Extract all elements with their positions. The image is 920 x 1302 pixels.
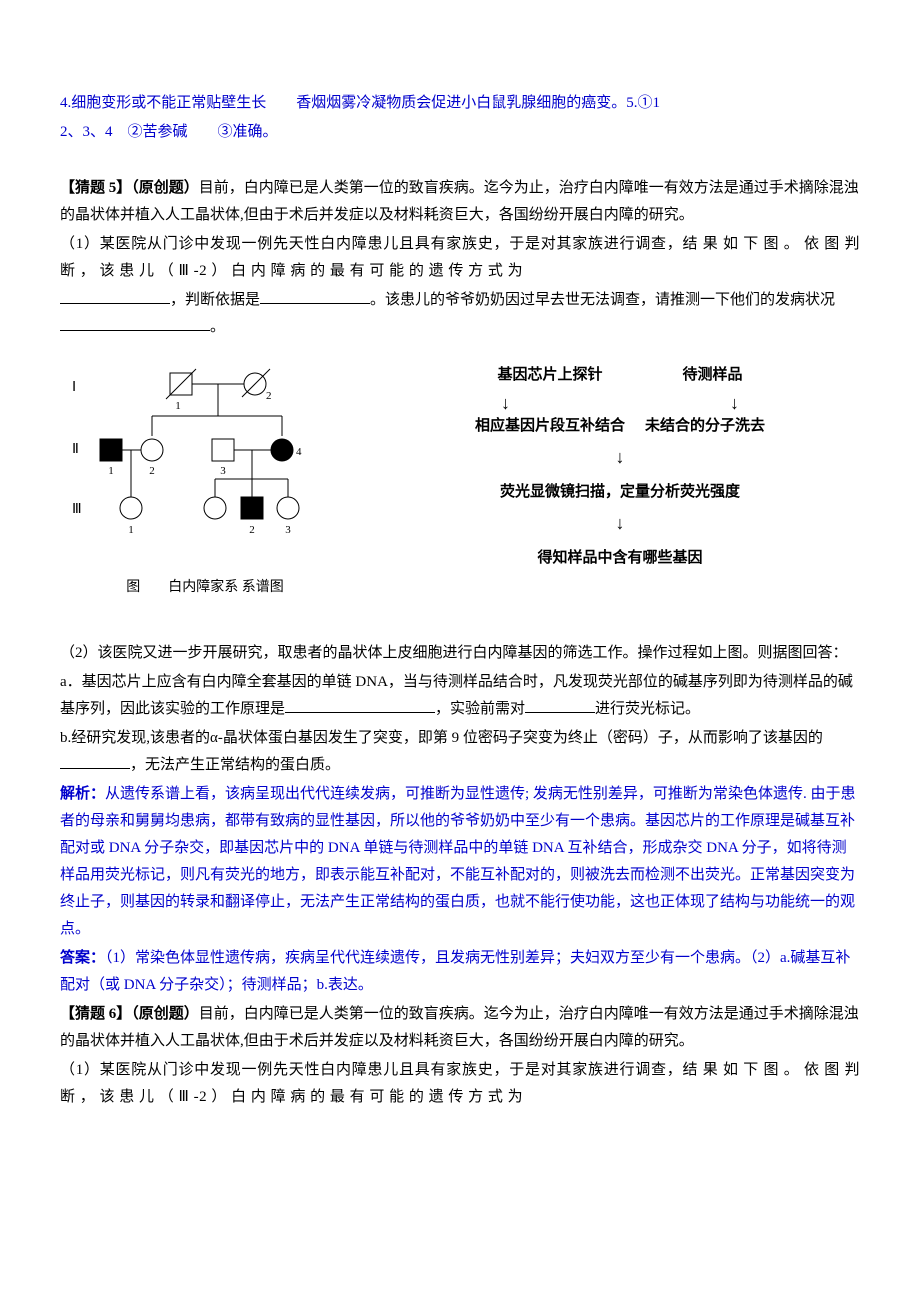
blank-expression <box>60 753 130 769</box>
ii4-num: 4 <box>296 446 302 458</box>
q6-part1: （1）某医院从门诊中发现一例先天性白内障患儿且具有家族史，于是对其家族进行调查，… <box>60 1057 860 1111</box>
q5-p1b: ，判断依据是 <box>170 292 260 308</box>
fc-node-4: 未结合的分子洗去 <box>645 412 765 439</box>
figure-row: Ⅰ 1 2 Ⅱ 1 2 3 <box>60 361 860 600</box>
iii-extra-circle <box>204 497 226 519</box>
q5-part1-blanks: ，判断依据是 。该患儿的爷爷奶奶因过早去世无法调查，请推测一下他们的发病状况。 <box>60 287 860 341</box>
gen1-label: Ⅰ <box>72 380 76 395</box>
q5-p2a-2: ，实验前需对 <box>435 701 525 717</box>
q5-p1d: 。 <box>210 319 225 335</box>
answer-text: （1）常染色体显性遗传病，疾病呈代代连续遗传，且发病无性别差异；夫妇双方至少有一… <box>60 950 850 993</box>
blank-grandparents <box>60 315 210 331</box>
q5-title: 【猜题 5】（原创题） <box>60 180 199 196</box>
q6-intro: 【猜题 6】（原创题）目前，白内障已是人类第一位的致盲疾病。迄今为止，治疗白内障… <box>60 1001 860 1055</box>
ii2-circle <box>141 439 163 461</box>
fc-node-1: 基因芯片上探针 <box>497 361 602 388</box>
down-arrow-icon: ↓ <box>501 394 510 412</box>
blank-inheritance-mode <box>60 288 170 304</box>
analysis-label: 解析： <box>60 786 105 802</box>
down-arrow-icon: ↓ <box>616 513 625 533</box>
iii1-circle <box>120 497 142 519</box>
q5-analysis: 解析：从遗传系谱上看，该病呈现出代代连续发病，可推断为显性遗传; 发病无性别差异… <box>60 781 860 943</box>
down-arrow-icon: ↓ <box>730 394 739 412</box>
down-arrow-icon: ↓ <box>616 447 625 467</box>
ii2-num: 2 <box>149 465 155 477</box>
gen2-label: Ⅱ <box>72 442 79 457</box>
i2-num: 2 <box>266 390 272 402</box>
ii1-num: 1 <box>108 465 114 477</box>
flowchart-figure: 基因芯片上探针 待测样品 ↓ ↓ 相应基因片段互补结合 未结合的分子洗去 ↓ 荧… <box>380 361 860 577</box>
q5-p1c: 。该患儿的爷爷奶奶因过早去世无法调查，请推测一下他们的发病状况 <box>370 292 835 308</box>
fc-node-5: 荧光显微镜扫描，定量分析荧光强度 <box>380 478 860 505</box>
q6-p1a: （1）某医院从门诊中发现一例先天性白内障患儿且具有家族史，于是对其家族进行调查，… <box>60 1062 860 1105</box>
q5-part2a: a．基因芯片上应含有白内障全套基因的单链 DNA，当与待测样品结合时，凡发现荧光… <box>60 669 860 723</box>
ii1-square <box>100 439 122 461</box>
pedigree-figure: Ⅰ 1 2 Ⅱ 1 2 3 <box>60 361 350 600</box>
iii2-square <box>241 497 263 519</box>
q5-answer: 答案：（1）常染色体显性遗传病，疾病呈代代连续遗传，且发病无性别差异；夫妇双方至… <box>60 945 860 999</box>
prev-answer-line2: 2、3、4 ②苦参碱 ③准确。 <box>60 119 860 146</box>
q5-p2b-2: ，无法产生正常结构的蛋白质。 <box>130 757 340 773</box>
blank-principle <box>285 697 435 713</box>
ii4-circle <box>271 439 293 461</box>
q5-part2b: b.经研究发现,该患者的α-晶状体蛋白基因发生了突变，即第 9 位密码子突变为终… <box>60 725 860 779</box>
iii3-circle <box>277 497 299 519</box>
ii3-num: 3 <box>220 465 226 477</box>
q5-p2a-3: 进行荧光标记。 <box>595 701 700 717</box>
prev-answer-line1: 4.细胞变形或不能正常贴壁生长 香烟烟雾冷凝物质会促进小白鼠乳腺细胞的癌变。5.… <box>60 90 860 117</box>
pedigree-caption: 图 白内障家系 系谱图 <box>60 575 350 600</box>
q5-part1: （1）某医院从门诊中发现一例先天性白内障患儿且具有家族史，于是对其家族进行调查，… <box>60 231 860 285</box>
answer-label: 答案： <box>60 950 105 966</box>
gen3-label: Ⅲ <box>72 502 82 517</box>
q5-p2b-1: b.经研究发现,该患者的α-晶状体蛋白基因发生了突变，即第 9 位密码子突变为终… <box>60 730 823 746</box>
i1-num: 1 <box>175 400 181 412</box>
blank-label-target <box>525 697 595 713</box>
blank-basis <box>260 288 370 304</box>
iii1-num: 1 <box>128 524 134 536</box>
q5-p1a: （1）某医院从门诊中发现一例先天性白内障患儿且具有家族史，于是对其家族进行调查，… <box>60 236 860 279</box>
ii3-square <box>212 439 234 461</box>
fc-node-2: 待测样品 <box>683 361 743 388</box>
iii2-num: 2 <box>249 524 255 536</box>
analysis-text: 从遗传系谱上看，该病呈现出代代连续发病，可推断为显性遗传; 发病无性别差异，可推… <box>60 786 855 937</box>
iii3-num: 3 <box>285 524 291 536</box>
fc-node-3: 相应基因片段互补结合 <box>475 412 625 439</box>
q6-title: 【猜题 6】（原创题） <box>60 1006 199 1022</box>
fc-node-6: 得知样品中含有哪些基因 <box>380 544 860 571</box>
q5-part2: （2）该医院又进一步开展研究，取患者的晶状体上皮细胞进行白内障基因的筛选工作。操… <box>60 640 860 667</box>
q5-intro: 【猜题 5】（原创题）目前，白内障已是人类第一位的致盲疾病。迄今为止，治疗白内障… <box>60 175 860 229</box>
